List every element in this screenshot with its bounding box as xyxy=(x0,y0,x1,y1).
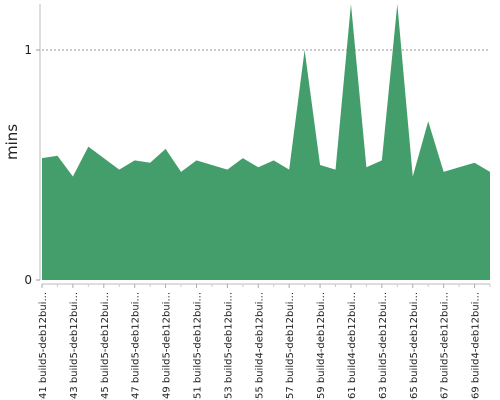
x-tick-label: #49 build5-deb12bui... xyxy=(162,292,173,400)
series-area xyxy=(42,4,490,280)
x-tick-label: #69 build4-deb12bui... xyxy=(471,292,482,400)
y-axis-ticks: 01 xyxy=(24,43,40,287)
x-tick-label: #59 build4-deb12bui... xyxy=(316,292,327,400)
x-tick-label: #61 build4-deb12bui... xyxy=(347,292,358,400)
x-axis-ticks: #41 build5-deb12bui... #43 build5-deb12bu… xyxy=(38,284,491,400)
y-tick-label: 1 xyxy=(24,43,32,57)
y-tick-label: 0 xyxy=(24,273,32,287)
x-tick-label: #63 build5-deb12bui... xyxy=(378,292,389,400)
x-tick-label: #57 build5-deb12bui... xyxy=(285,292,296,400)
y-axis-label: mins xyxy=(3,124,21,160)
x-tick-label: #55 build4-deb12bui... xyxy=(254,292,265,400)
x-tick-label: #47 build5-deb12bui... xyxy=(131,292,142,400)
x-tick-label: #51 build5-deb12bui... xyxy=(192,292,203,400)
plot-area xyxy=(42,4,490,280)
x-tick-label: #41 build5-deb12bui... xyxy=(38,292,49,400)
x-tick-label: #53 build5-deb12bui... xyxy=(223,292,234,400)
x-tick-label: #67 build5-deb12bui... xyxy=(440,292,451,400)
x-tick-label: #43 build5-deb12bui... xyxy=(69,292,80,400)
x-tick-label: #45 build5-deb12bui... xyxy=(100,292,111,400)
x-tick-label: #65 build5-deb12bui... xyxy=(409,292,420,400)
